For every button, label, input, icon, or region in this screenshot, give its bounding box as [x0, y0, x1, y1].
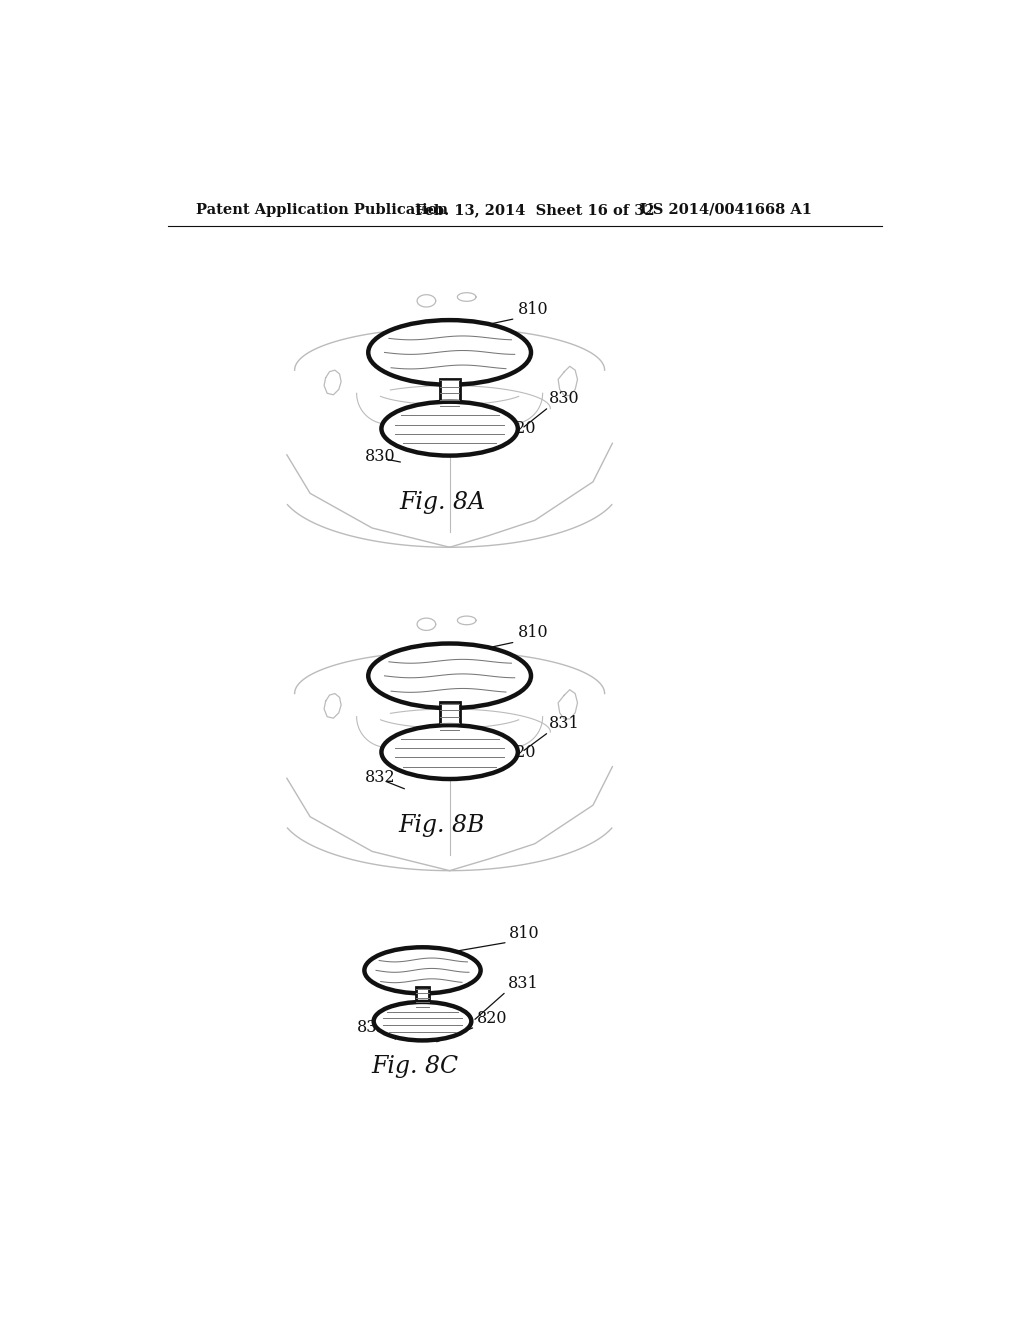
- Text: Fig. 8B: Fig. 8B: [398, 814, 485, 837]
- Text: 831: 831: [549, 715, 580, 733]
- Ellipse shape: [365, 948, 480, 994]
- Text: US 2014/0041668 A1: US 2014/0041668 A1: [640, 203, 811, 216]
- Text: Patent Application Publication: Patent Application Publication: [197, 203, 449, 216]
- Text: 832: 832: [365, 770, 395, 787]
- Text: Fig. 8A: Fig. 8A: [399, 491, 485, 513]
- Bar: [439, 379, 460, 408]
- Ellipse shape: [374, 1002, 471, 1040]
- Ellipse shape: [381, 401, 518, 455]
- Text: 830: 830: [549, 391, 580, 408]
- Text: 830: 830: [365, 447, 395, 465]
- Text: 820: 820: [506, 743, 537, 760]
- Text: 820: 820: [477, 1010, 507, 1027]
- Text: 810: 810: [518, 301, 549, 318]
- Ellipse shape: [369, 644, 531, 708]
- Text: 831: 831: [508, 974, 539, 991]
- Text: Fig. 8C: Fig. 8C: [371, 1055, 459, 1078]
- Bar: [416, 987, 429, 1008]
- Text: 820: 820: [506, 420, 537, 437]
- Text: 810: 810: [518, 624, 549, 642]
- Text: 810: 810: [509, 925, 540, 942]
- Text: Feb. 13, 2014  Sheet 16 of 32: Feb. 13, 2014 Sheet 16 of 32: [415, 203, 654, 216]
- Bar: [439, 702, 460, 731]
- Text: 832: 832: [356, 1019, 387, 1036]
- Ellipse shape: [381, 725, 518, 779]
- Ellipse shape: [369, 319, 531, 385]
